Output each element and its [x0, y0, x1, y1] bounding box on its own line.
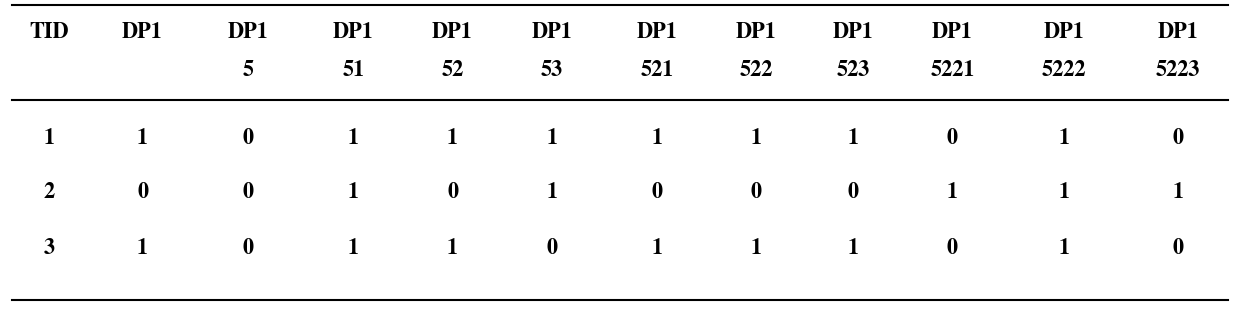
Text: 1: 1 [138, 238, 148, 259]
Text: 0: 0 [751, 181, 761, 203]
Text: 1: 1 [547, 181, 557, 203]
Text: 1: 1 [652, 238, 662, 259]
Text: 1: 1 [1059, 128, 1069, 148]
Text: 5: 5 [243, 60, 253, 81]
Text: 0: 0 [848, 181, 858, 203]
Text: 1: 1 [1059, 238, 1069, 259]
Text: 5222: 5222 [1042, 60, 1086, 81]
Text: DP1: DP1 [123, 21, 162, 43]
Text: 0: 0 [1173, 238, 1183, 259]
Text: 0: 0 [243, 238, 253, 259]
Text: 3: 3 [45, 238, 55, 259]
Text: 0: 0 [243, 181, 253, 203]
Text: 0: 0 [947, 128, 957, 148]
Text: DP1: DP1 [532, 21, 572, 43]
Text: DP1: DP1 [737, 21, 776, 43]
Text: 51: 51 [342, 60, 365, 81]
Text: 1: 1 [348, 128, 358, 148]
Text: 0: 0 [652, 181, 662, 203]
Text: DP1: DP1 [833, 21, 873, 43]
Text: 523: 523 [837, 60, 869, 81]
Text: 1: 1 [947, 181, 957, 203]
Text: 2: 2 [45, 181, 55, 203]
Text: DP1: DP1 [433, 21, 472, 43]
Text: 0: 0 [1173, 128, 1183, 148]
Text: 1: 1 [848, 238, 858, 259]
Text: 1: 1 [348, 181, 358, 203]
Text: 1: 1 [848, 128, 858, 148]
Text: 0: 0 [547, 238, 557, 259]
Text: 0: 0 [947, 238, 957, 259]
Text: 52: 52 [441, 60, 464, 81]
Text: DP1: DP1 [228, 21, 268, 43]
Text: 1: 1 [547, 128, 557, 148]
Text: 1: 1 [1173, 181, 1183, 203]
Text: 5223: 5223 [1156, 60, 1200, 81]
Text: DP1: DP1 [1158, 21, 1198, 43]
Text: 0: 0 [448, 181, 458, 203]
Text: 1: 1 [1059, 181, 1069, 203]
Text: 522: 522 [740, 60, 773, 81]
Text: DP1: DP1 [637, 21, 677, 43]
Text: TID: TID [30, 21, 69, 43]
Text: 1: 1 [138, 128, 148, 148]
Text: DP1: DP1 [334, 21, 373, 43]
Text: 1: 1 [751, 238, 761, 259]
Text: DP1: DP1 [932, 21, 972, 43]
Text: 1: 1 [652, 128, 662, 148]
Text: 1: 1 [448, 128, 458, 148]
Text: 5221: 5221 [930, 60, 975, 81]
Text: 0: 0 [138, 181, 148, 203]
Text: 0: 0 [243, 128, 253, 148]
Text: DP1: DP1 [1044, 21, 1084, 43]
Text: 53: 53 [541, 60, 563, 81]
Text: 1: 1 [45, 128, 55, 148]
Text: 1: 1 [348, 238, 358, 259]
Text: 1: 1 [751, 128, 761, 148]
Text: 521: 521 [641, 60, 673, 81]
Text: 1: 1 [448, 238, 458, 259]
